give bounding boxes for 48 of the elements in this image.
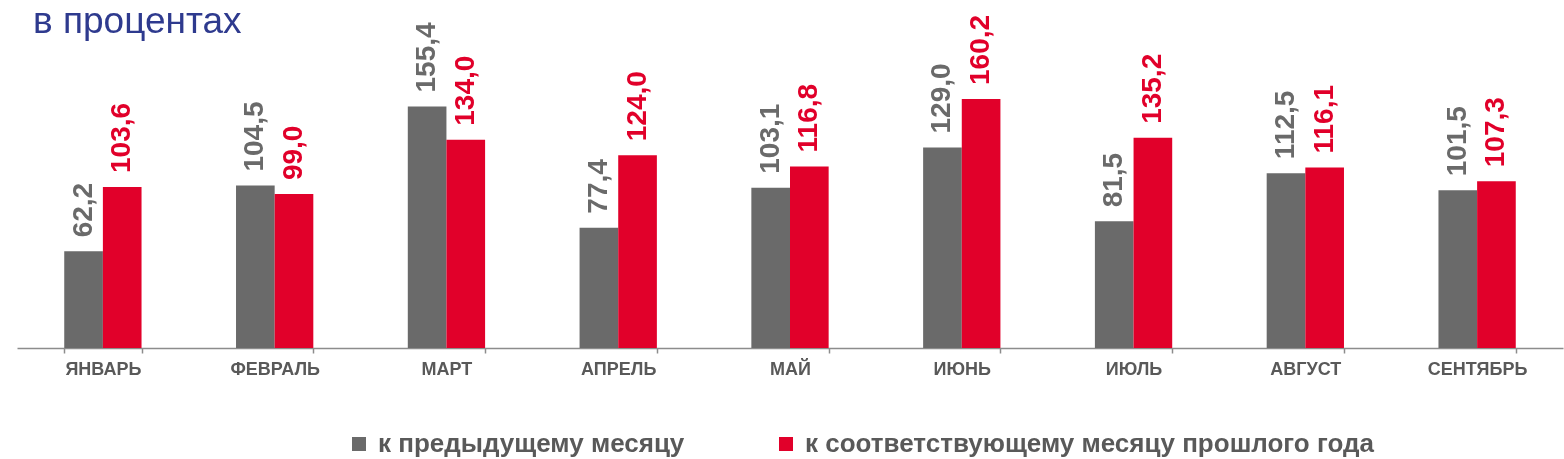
x-tick-label: АПРЕЛЬ bbox=[581, 358, 657, 379]
bar bbox=[407, 106, 447, 348]
bar bbox=[579, 227, 619, 348]
bar bbox=[1305, 167, 1344, 348]
data-label: 104,5 bbox=[238, 101, 270, 172]
data-label: 107,3 bbox=[1479, 97, 1511, 168]
data-label: 77,4 bbox=[581, 158, 613, 214]
data-label: 116,1 bbox=[1307, 85, 1339, 154]
data-label: 103,1 bbox=[753, 103, 785, 174]
bar bbox=[236, 185, 275, 348]
x-tick-label: СЕНТЯБРЬ bbox=[1427, 358, 1528, 379]
bar bbox=[64, 251, 103, 348]
data-label: 155,4 bbox=[410, 21, 442, 93]
data-label: 112,5 bbox=[1269, 90, 1301, 160]
legend-label: к соответствующему месяцу прошлого года bbox=[805, 428, 1375, 458]
data-label: 160,2 bbox=[964, 14, 996, 85]
bar bbox=[1133, 137, 1173, 348]
data-label: 134,0 bbox=[448, 55, 480, 126]
x-tick-label: МАРТ bbox=[421, 358, 473, 379]
data-label: 135,2 bbox=[1135, 53, 1167, 124]
data-label: 62,2 bbox=[66, 182, 98, 238]
x-tick-label: ЯНВАРЬ bbox=[65, 358, 142, 379]
chart-title: в процентах bbox=[33, 0, 243, 41]
data-label: 129,0 bbox=[925, 63, 957, 134]
x-tick-label: МАЙ bbox=[770, 357, 811, 379]
x-tick-label: ИЮНЬ bbox=[933, 358, 992, 379]
x-tick-label: ФЕВРАЛЬ bbox=[230, 358, 321, 379]
data-label: 124,0 bbox=[620, 71, 652, 142]
bar bbox=[1438, 190, 1478, 348]
bar bbox=[446, 139, 486, 348]
x-tick-label: ИЮЛЬ bbox=[1105, 358, 1163, 379]
bar bbox=[1477, 181, 1516, 348]
bar bbox=[618, 155, 657, 348]
bar bbox=[923, 147, 962, 348]
data-label: 116,8 bbox=[792, 83, 824, 153]
data-label: 101,5 bbox=[1440, 106, 1472, 177]
data-label: 81,5 bbox=[1097, 152, 1129, 208]
bar bbox=[274, 194, 314, 348]
data-label: 103,6 bbox=[105, 102, 137, 173]
legend-label: к предыдущему месяцу bbox=[378, 428, 685, 458]
x-tick-label: АВГУСТ bbox=[1270, 358, 1342, 379]
bar bbox=[1266, 173, 1306, 348]
bar bbox=[1094, 221, 1134, 348]
bar bbox=[790, 166, 829, 348]
data-label: 99,0 bbox=[276, 125, 308, 181]
bar bbox=[961, 99, 1001, 348]
bar bbox=[751, 187, 790, 348]
bar bbox=[102, 186, 142, 348]
